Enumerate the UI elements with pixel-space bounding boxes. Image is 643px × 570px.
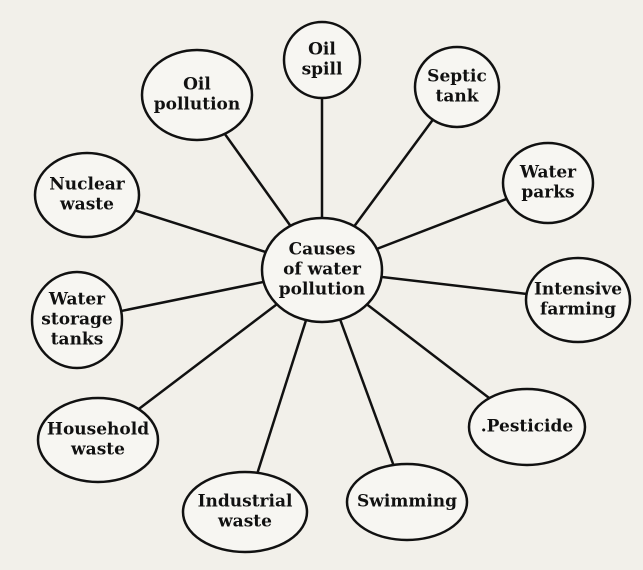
node-label: Water: [519, 163, 577, 183]
node-bubble: [524, 256, 632, 344]
node-label: Nuclear: [49, 175, 126, 195]
node-label: farming: [540, 300, 616, 320]
node-label: Oil: [308, 40, 336, 60]
node-bubble: [413, 45, 501, 129]
node-label: of water: [283, 260, 362, 280]
node-label: waste: [59, 195, 114, 215]
node-label: parks: [521, 183, 574, 203]
node-label: Septic: [427, 67, 487, 87]
node-bubble: [33, 151, 141, 239]
node-label: pollution: [279, 280, 366, 300]
node-bubble: [140, 48, 254, 142]
node-label: waste: [70, 440, 125, 460]
node-label: Swimming: [357, 492, 457, 512]
node-label: pollution: [154, 95, 241, 115]
node: .Pesticide: [467, 387, 587, 467]
node-label: tank: [435, 87, 479, 107]
node-label: Household: [47, 420, 149, 440]
node-label: waste: [217, 512, 272, 532]
node-bubble: [181, 470, 309, 554]
center-bubble: [260, 216, 384, 324]
node-label: Causes: [289, 240, 356, 260]
node-label: Water: [48, 290, 106, 310]
node-label: tanks: [51, 330, 104, 350]
node-label: Intensive: [534, 280, 622, 300]
node-label: .Pesticide: [481, 417, 574, 437]
node-bubble: [345, 462, 469, 542]
node-bubble: [282, 20, 362, 100]
node-bubble: [30, 270, 124, 370]
node-label: storage: [41, 310, 113, 330]
node-label: Industrial: [198, 492, 293, 512]
node-label: spill: [302, 60, 343, 80]
node-label: Oil: [183, 75, 211, 95]
node-bubble: [501, 141, 595, 225]
node-bubble: [467, 387, 587, 467]
node: Swimming: [345, 462, 469, 542]
node-bubble: [36, 396, 160, 484]
